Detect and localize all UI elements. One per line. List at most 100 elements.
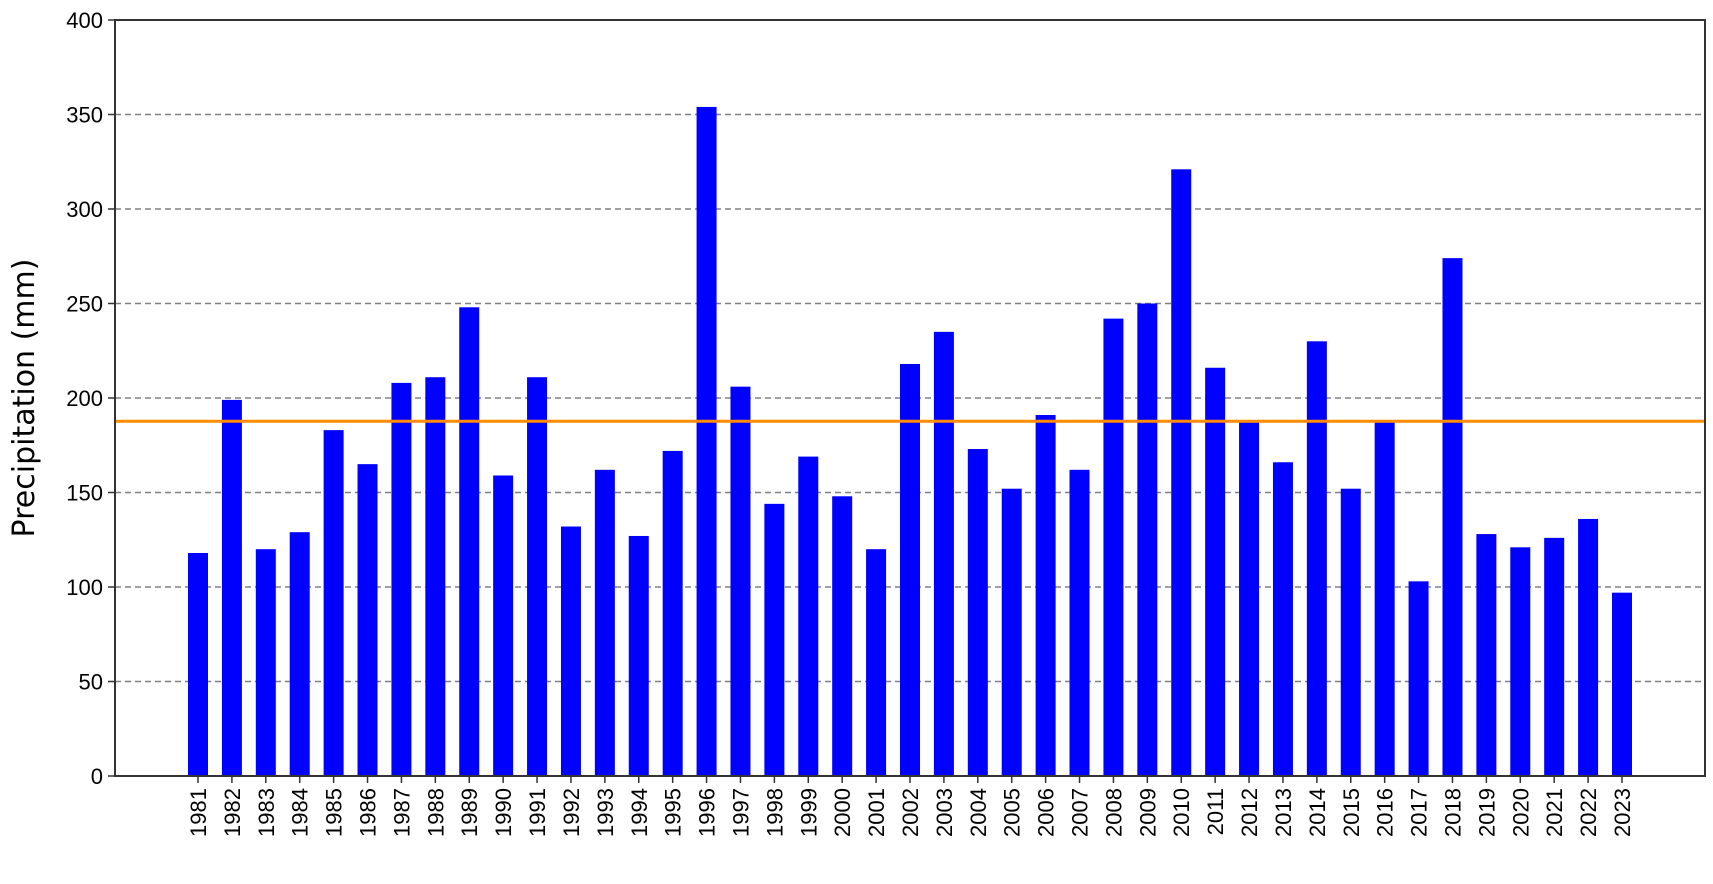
bar-1987 — [391, 382, 412, 776]
bar-2004 — [967, 449, 988, 776]
y-axis-label: Precipitation (mm) — [7, 259, 42, 538]
bar-2021 — [1544, 537, 1565, 776]
bar-1995 — [662, 450, 683, 776]
x-tick-label: 1991 — [525, 788, 550, 837]
x-tick-label: 1984 — [288, 788, 313, 837]
x-tick-label: 2016 — [1373, 788, 1398, 837]
x-tick-label: 1997 — [728, 788, 753, 837]
bar-1998 — [764, 503, 785, 776]
bar-1985 — [323, 430, 344, 776]
x-tick-label: 2011 — [1203, 788, 1228, 835]
bar-2008 — [1103, 318, 1124, 776]
x-tick-label: 1993 — [593, 788, 618, 837]
bar-2020 — [1510, 547, 1531, 776]
bar-2009 — [1137, 303, 1158, 776]
x-tick-label: 1995 — [661, 788, 686, 837]
bar-2016 — [1374, 422, 1395, 776]
x-tick-label: 2020 — [1508, 788, 1533, 837]
y-tick-label: 150 — [66, 481, 103, 506]
bar-1991 — [527, 377, 548, 776]
bar-2003 — [933, 331, 954, 776]
x-tick-label: 1996 — [695, 788, 720, 837]
x-tick-label: 1999 — [796, 788, 821, 837]
x-tick-label: 2017 — [1407, 788, 1432, 837]
x-tick-label: 1992 — [559, 788, 584, 837]
y-axis-ticks: 0 50 100 150 200 250 300 350 400 — [66, 8, 115, 789]
bar-2013 — [1272, 462, 1293, 776]
x-tick-label: 1989 — [457, 788, 482, 837]
y-tick-label: 400 — [66, 8, 103, 33]
x-tick-label: 1983 — [254, 788, 279, 837]
bar-2012 — [1239, 422, 1260, 776]
x-tick-label: 2003 — [932, 788, 957, 837]
bar-2019 — [1476, 534, 1497, 776]
bar-1984 — [289, 532, 310, 776]
x-tick-label: 2022 — [1576, 788, 1601, 837]
bar-2007 — [1069, 469, 1090, 776]
bar-2000 — [832, 496, 853, 776]
x-tick-label: 1994 — [627, 788, 652, 837]
x-tick-label: 2021 — [1542, 788, 1567, 837]
x-tick-label: 1998 — [762, 788, 787, 837]
bar-2015 — [1340, 488, 1361, 776]
bars — [188, 106, 1632, 776]
x-tick-label: 2012 — [1237, 788, 1262, 837]
y-tick-label: 200 — [66, 386, 103, 411]
x-tick-label: 2013 — [1271, 788, 1296, 837]
y-tick-label: 50 — [79, 670, 103, 695]
bar-2022 — [1578, 518, 1599, 776]
x-tick-label: 2007 — [1068, 788, 1093, 837]
bar-1982 — [221, 399, 242, 776]
bar-2006 — [1035, 415, 1056, 776]
x-tick-label: 1986 — [356, 788, 381, 837]
x-tick-label: 1990 — [491, 788, 516, 837]
bar-1986 — [357, 464, 378, 776]
x-tick-label: 2018 — [1440, 788, 1465, 837]
x-tick-label: 2005 — [1000, 788, 1025, 837]
bar-1993 — [594, 469, 615, 776]
bar-2023 — [1612, 592, 1632, 776]
x-tick-label: 2004 — [966, 788, 991, 837]
x-tick-label: 2019 — [1474, 788, 1499, 837]
bar-1994 — [628, 535, 649, 776]
x-tick-label: 1988 — [423, 788, 448, 837]
x-tick-label: 2015 — [1339, 788, 1364, 837]
bar-2011 — [1205, 367, 1226, 776]
bar-2005 — [1001, 488, 1022, 776]
bar-2010 — [1171, 169, 1192, 776]
bar-1988 — [425, 377, 446, 776]
x-tick-label: 1981 — [186, 788, 211, 837]
y-tick-label: 250 — [66, 292, 103, 317]
bar-1996 — [696, 106, 717, 776]
x-axis-ticks: 1981 1982 1983 1984 1985 1986 1987 1988 1989 1990… — [186, 776, 1635, 837]
bar-2014 — [1306, 341, 1327, 776]
x-tick-label: 2002 — [898, 788, 923, 837]
x-tick-label: 2023 — [1610, 788, 1635, 837]
bar-2018 — [1442, 258, 1463, 776]
bar-1983 — [255, 549, 276, 776]
bar-2002 — [900, 363, 920, 776]
bar-1992 — [560, 526, 581, 776]
x-tick-label: 2008 — [1101, 788, 1126, 837]
x-tick-label: 2009 — [1135, 788, 1160, 837]
y-tick-label: 0 — [91, 764, 103, 789]
bar-2001 — [866, 549, 887, 776]
bar-1997 — [730, 386, 751, 776]
bar-1981 — [188, 552, 208, 776]
bar-1989 — [459, 307, 480, 776]
x-tick-label: 2000 — [830, 788, 855, 837]
x-tick-label: 1987 — [389, 788, 414, 837]
x-tick-label: 2001 — [864, 788, 889, 837]
y-tick-label: 300 — [66, 197, 103, 222]
x-tick-label: 2006 — [1034, 788, 1059, 837]
bar-2017 — [1408, 581, 1429, 776]
y-tick-label: 350 — [66, 103, 103, 128]
bar-1990 — [493, 475, 514, 776]
y-tick-label: 100 — [66, 575, 103, 600]
bar-1999 — [798, 456, 819, 776]
x-tick-label: 2014 — [1305, 788, 1330, 837]
x-tick-label: 2010 — [1169, 788, 1194, 837]
x-tick-label: 1985 — [322, 788, 347, 837]
x-tick-label: 1982 — [220, 788, 245, 837]
